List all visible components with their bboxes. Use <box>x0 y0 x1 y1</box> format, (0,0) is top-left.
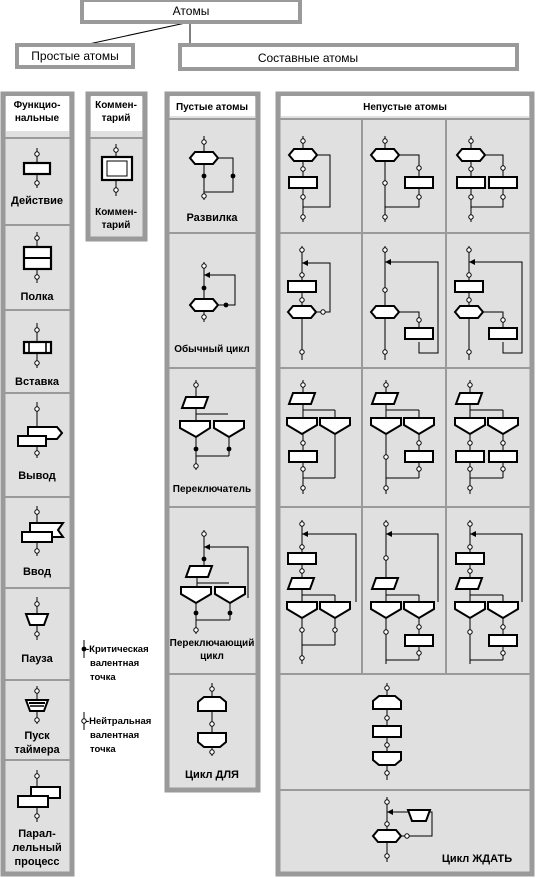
comment-title-line-1: Коммен- <box>95 100 137 111</box>
parallel-label-line-2: лельный <box>12 842 62 854</box>
comment-atom <box>100 144 134 196</box>
simple-atoms-title: Простые атомы <box>31 49 118 63</box>
nonempty-fork-2 <box>369 136 434 222</box>
legend: -Критическая валентная точка -Нейтральна… <box>81 640 151 755</box>
nonempty-fork-1 <box>287 136 331 222</box>
for-loop-atom <box>197 683 227 756</box>
nonempty-for-loop <box>372 683 402 780</box>
legend-critical-line-1: -Критическая <box>86 644 149 655</box>
nonempty-switching-loop-1 <box>286 520 357 664</box>
nonempty-atoms-panel: Непустые атомы <box>275 91 535 877</box>
nonempty-loop-3 <box>453 246 523 360</box>
action-label: Действие <box>11 195 63 207</box>
root-title: Атомы <box>173 4 210 18</box>
simple-atoms-header: Простые атомы <box>15 43 135 69</box>
regular-loop-atom <box>188 262 236 322</box>
parallel-label-line-3: процесс <box>14 856 59 868</box>
critical-point-legend: -Критическая валентная точка <box>81 640 149 683</box>
action-atom <box>22 148 52 188</box>
output-atom <box>17 402 64 458</box>
timer-start-label-line-1: Пуск <box>24 730 50 742</box>
input-atom <box>21 506 65 556</box>
nonempty-loop-2 <box>369 246 439 360</box>
insertion-atom <box>22 323 53 368</box>
fork-atom <box>188 136 236 200</box>
timer-start-label-line-2: таймера <box>14 744 60 756</box>
neutral-point-icon <box>81 718 87 724</box>
functional-title-line-2: нальные <box>15 113 60 124</box>
nonempty-atoms-title: Непустые атомы <box>363 102 447 113</box>
empty-atoms-title: Пустые атомы <box>176 102 248 113</box>
switching-loop-atom <box>180 530 249 634</box>
output-label: Вывод <box>18 470 56 482</box>
for-loop-label: Цикл ДЛЯ <box>185 769 239 781</box>
parallel-label-line-1: Парал- <box>18 828 56 840</box>
switching-loop-label-line-1: Переключающий <box>170 638 255 649</box>
shelf-label: Полка <box>21 291 55 303</box>
compound-atoms-header: Составные атомы <box>178 43 519 71</box>
critical-point-icon <box>81 646 87 652</box>
shelf-atom <box>22 232 53 283</box>
insertion-label: Вставка <box>15 376 60 388</box>
switch-atom <box>179 380 245 470</box>
legend-critical-line-2: валентная <box>90 658 139 669</box>
fork-label: Развилка <box>186 212 238 224</box>
nonempty-fork-3 <box>455 136 518 222</box>
comment-column: Коммен- тарий Коммен- тарий <box>85 91 148 242</box>
functional-title-line-1: Функцио- <box>14 100 61 111</box>
functional-column: Функцио- нальные Действие П <box>0 91 75 877</box>
nonempty-switch-3 <box>454 380 519 494</box>
nonempty-switch-1 <box>286 380 351 494</box>
parallel-process-atom <box>17 770 61 822</box>
regular-loop-label: Обычный цикл <box>174 343 250 355</box>
compound-atoms-title: Составные атомы <box>258 51 358 65</box>
timer-start-atom <box>24 686 50 724</box>
pause-atom <box>24 597 50 640</box>
nonempty-loop-1 <box>286 246 331 360</box>
legend-critical-line-3: точка <box>90 672 116 683</box>
legend-neutral-line-1: -Нейтральная <box>86 716 151 727</box>
legend-neutral-line-2: валентная <box>90 730 139 741</box>
neutral-point-legend: -Нейтральная валентная точка <box>81 712 151 755</box>
legend-neutral-line-3: точка <box>90 744 116 755</box>
comment-title-line-2: тарий <box>102 113 131 124</box>
wait-loop-atom <box>371 797 433 862</box>
nonempty-switch-2 <box>370 380 435 494</box>
wait-loop-label: Цикл ЖДАТЬ <box>442 853 512 865</box>
comment-label-line-1: Коммен- <box>95 207 137 218</box>
nonempty-switching-loop-2 <box>370 520 439 664</box>
root-header: Атомы <box>80 0 302 24</box>
empty-atoms-column: Пустые атомы Развилка <box>164 91 261 793</box>
switch-label: Переключатель <box>173 484 251 495</box>
nonempty-switching-loop-3 <box>454 520 523 664</box>
connector-lines <box>74 21 191 48</box>
pause-label: Пауза <box>21 653 53 665</box>
comment-label-line-2: тарий <box>102 220 131 231</box>
switching-loop-label-line-2: цикл <box>200 651 224 662</box>
input-label: Ввод <box>23 566 51 578</box>
